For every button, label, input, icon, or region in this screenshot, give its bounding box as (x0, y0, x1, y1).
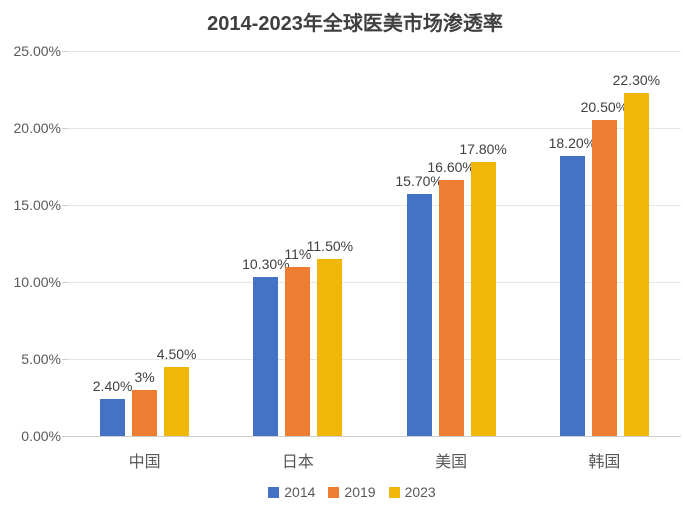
data-label: 15.70% (395, 173, 443, 190)
gridline (68, 128, 681, 129)
legend-item: 2014 (268, 485, 315, 499)
data-label: 18.20% (548, 134, 597, 151)
y-axis-label: 5.00% (21, 351, 61, 367)
legend: 2014 2019 2023 (21, 485, 683, 499)
y-axis-tick (62, 436, 68, 437)
data-label: 22.30% (612, 71, 661, 88)
data-label: 3% (134, 368, 155, 385)
y-axis: 25.00% 20.00% 15.00% 10.00% 5.00% 0.00% (0, 43, 68, 444)
y-axis-label: 0.00% (21, 428, 61, 444)
legend-label: 2014 (284, 484, 316, 500)
y-axis-tick (62, 205, 68, 206)
category-label: 中国 (128, 454, 161, 471)
bar-2019 (438, 180, 464, 436)
data-label: 20.50% (580, 99, 629, 116)
bar-group-2: 10.30% 11% 11.50% (221, 51, 374, 436)
data-label: 2.40% (92, 377, 133, 394)
data-label: 17.80% (459, 140, 507, 157)
legend-swatch (328, 486, 340, 498)
bar-2014 (559, 155, 585, 436)
data-label: 11% (284, 245, 312, 262)
category-label: 韩国 (588, 454, 621, 471)
chart-title: 2014-2023年全球医美市场渗透率 (207, 13, 503, 35)
category-label: 美国 (435, 454, 468, 471)
bar-2023 (623, 92, 649, 436)
legend-swatch (388, 486, 400, 498)
category-label: 日本 (281, 454, 314, 471)
data-label: 10.30% (242, 256, 290, 273)
gridline (68, 359, 681, 360)
bar-2023 (164, 366, 190, 436)
legend-item: 2023 (388, 484, 436, 500)
y-axis-label: 10.00% (13, 274, 61, 290)
legend-item: 2019 (328, 484, 376, 500)
bar-2014 (253, 277, 279, 436)
bar-group-1: 2.40% 3% 4.50% (68, 51, 221, 436)
y-axis-label: 15.00% (13, 197, 61, 213)
gridline (68, 282, 681, 283)
bar-group-3: 15.70% 16.60% 17.80% (375, 51, 528, 436)
bar-2023 (470, 161, 496, 436)
y-axis-label: 25.00% (13, 43, 61, 59)
gridline (68, 51, 681, 52)
legend-swatch (268, 486, 280, 498)
plot-area: 2.40% 3% 4.50% 10.30% 11% 11.50% 15.70% 16.60% 1… (68, 51, 681, 437)
legend-label: 2019 (344, 484, 376, 500)
y-axis-tick (62, 51, 68, 52)
bar-2019 (591, 120, 617, 436)
data-label: 11.50% (306, 237, 354, 254)
y-axis-label: 20.00% (13, 120, 61, 136)
y-axis-tick (62, 282, 68, 283)
bar-2023 (317, 258, 343, 436)
gridline (68, 205, 681, 206)
x-axis: 中国 日本 美国 韩国 (68, 448, 681, 471)
bar-2019 (132, 389, 158, 436)
y-axis-tick (62, 359, 68, 360)
bar-2014 (406, 194, 432, 436)
y-axis-tick (62, 128, 68, 129)
bar-2014 (100, 399, 126, 436)
bar-group-4: 18.20% 20.50% 22.30% (528, 51, 681, 436)
legend-label: 2023 (404, 484, 436, 500)
bar-2019 (285, 266, 311, 436)
data-label: 16.60% (427, 159, 475, 176)
data-label: 4.50% (156, 345, 197, 362)
